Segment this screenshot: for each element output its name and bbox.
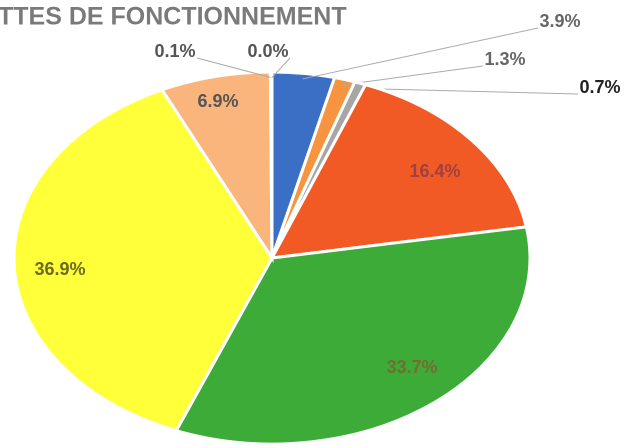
pie-slice bbox=[173, 225, 532, 446]
leader-line bbox=[342, 65, 484, 86]
leader-line bbox=[357, 87, 579, 95]
leader-line bbox=[302, 27, 539, 80]
chart-title: TTES DE FONCTIONNEMENT bbox=[0, 3, 347, 31]
pie-slice bbox=[269, 82, 529, 260]
pie-slice bbox=[159, 70, 274, 264]
pie-slice bbox=[12, 87, 274, 433]
data-label: 0.1% bbox=[154, 41, 195, 61]
data-label: 0.0% bbox=[247, 41, 288, 61]
data-label: 0.7% bbox=[579, 77, 620, 97]
data-label: 1.3% bbox=[484, 49, 525, 69]
data-label: 3.9% bbox=[539, 11, 580, 31]
data-label: 33.7% bbox=[386, 357, 437, 377]
data-label: 36.9% bbox=[34, 259, 85, 279]
data-label: 6.9% bbox=[197, 91, 238, 111]
leader-line bbox=[271, 57, 291, 78]
leader-line bbox=[196, 57, 272, 79]
data-label: 16.4% bbox=[409, 161, 460, 181]
